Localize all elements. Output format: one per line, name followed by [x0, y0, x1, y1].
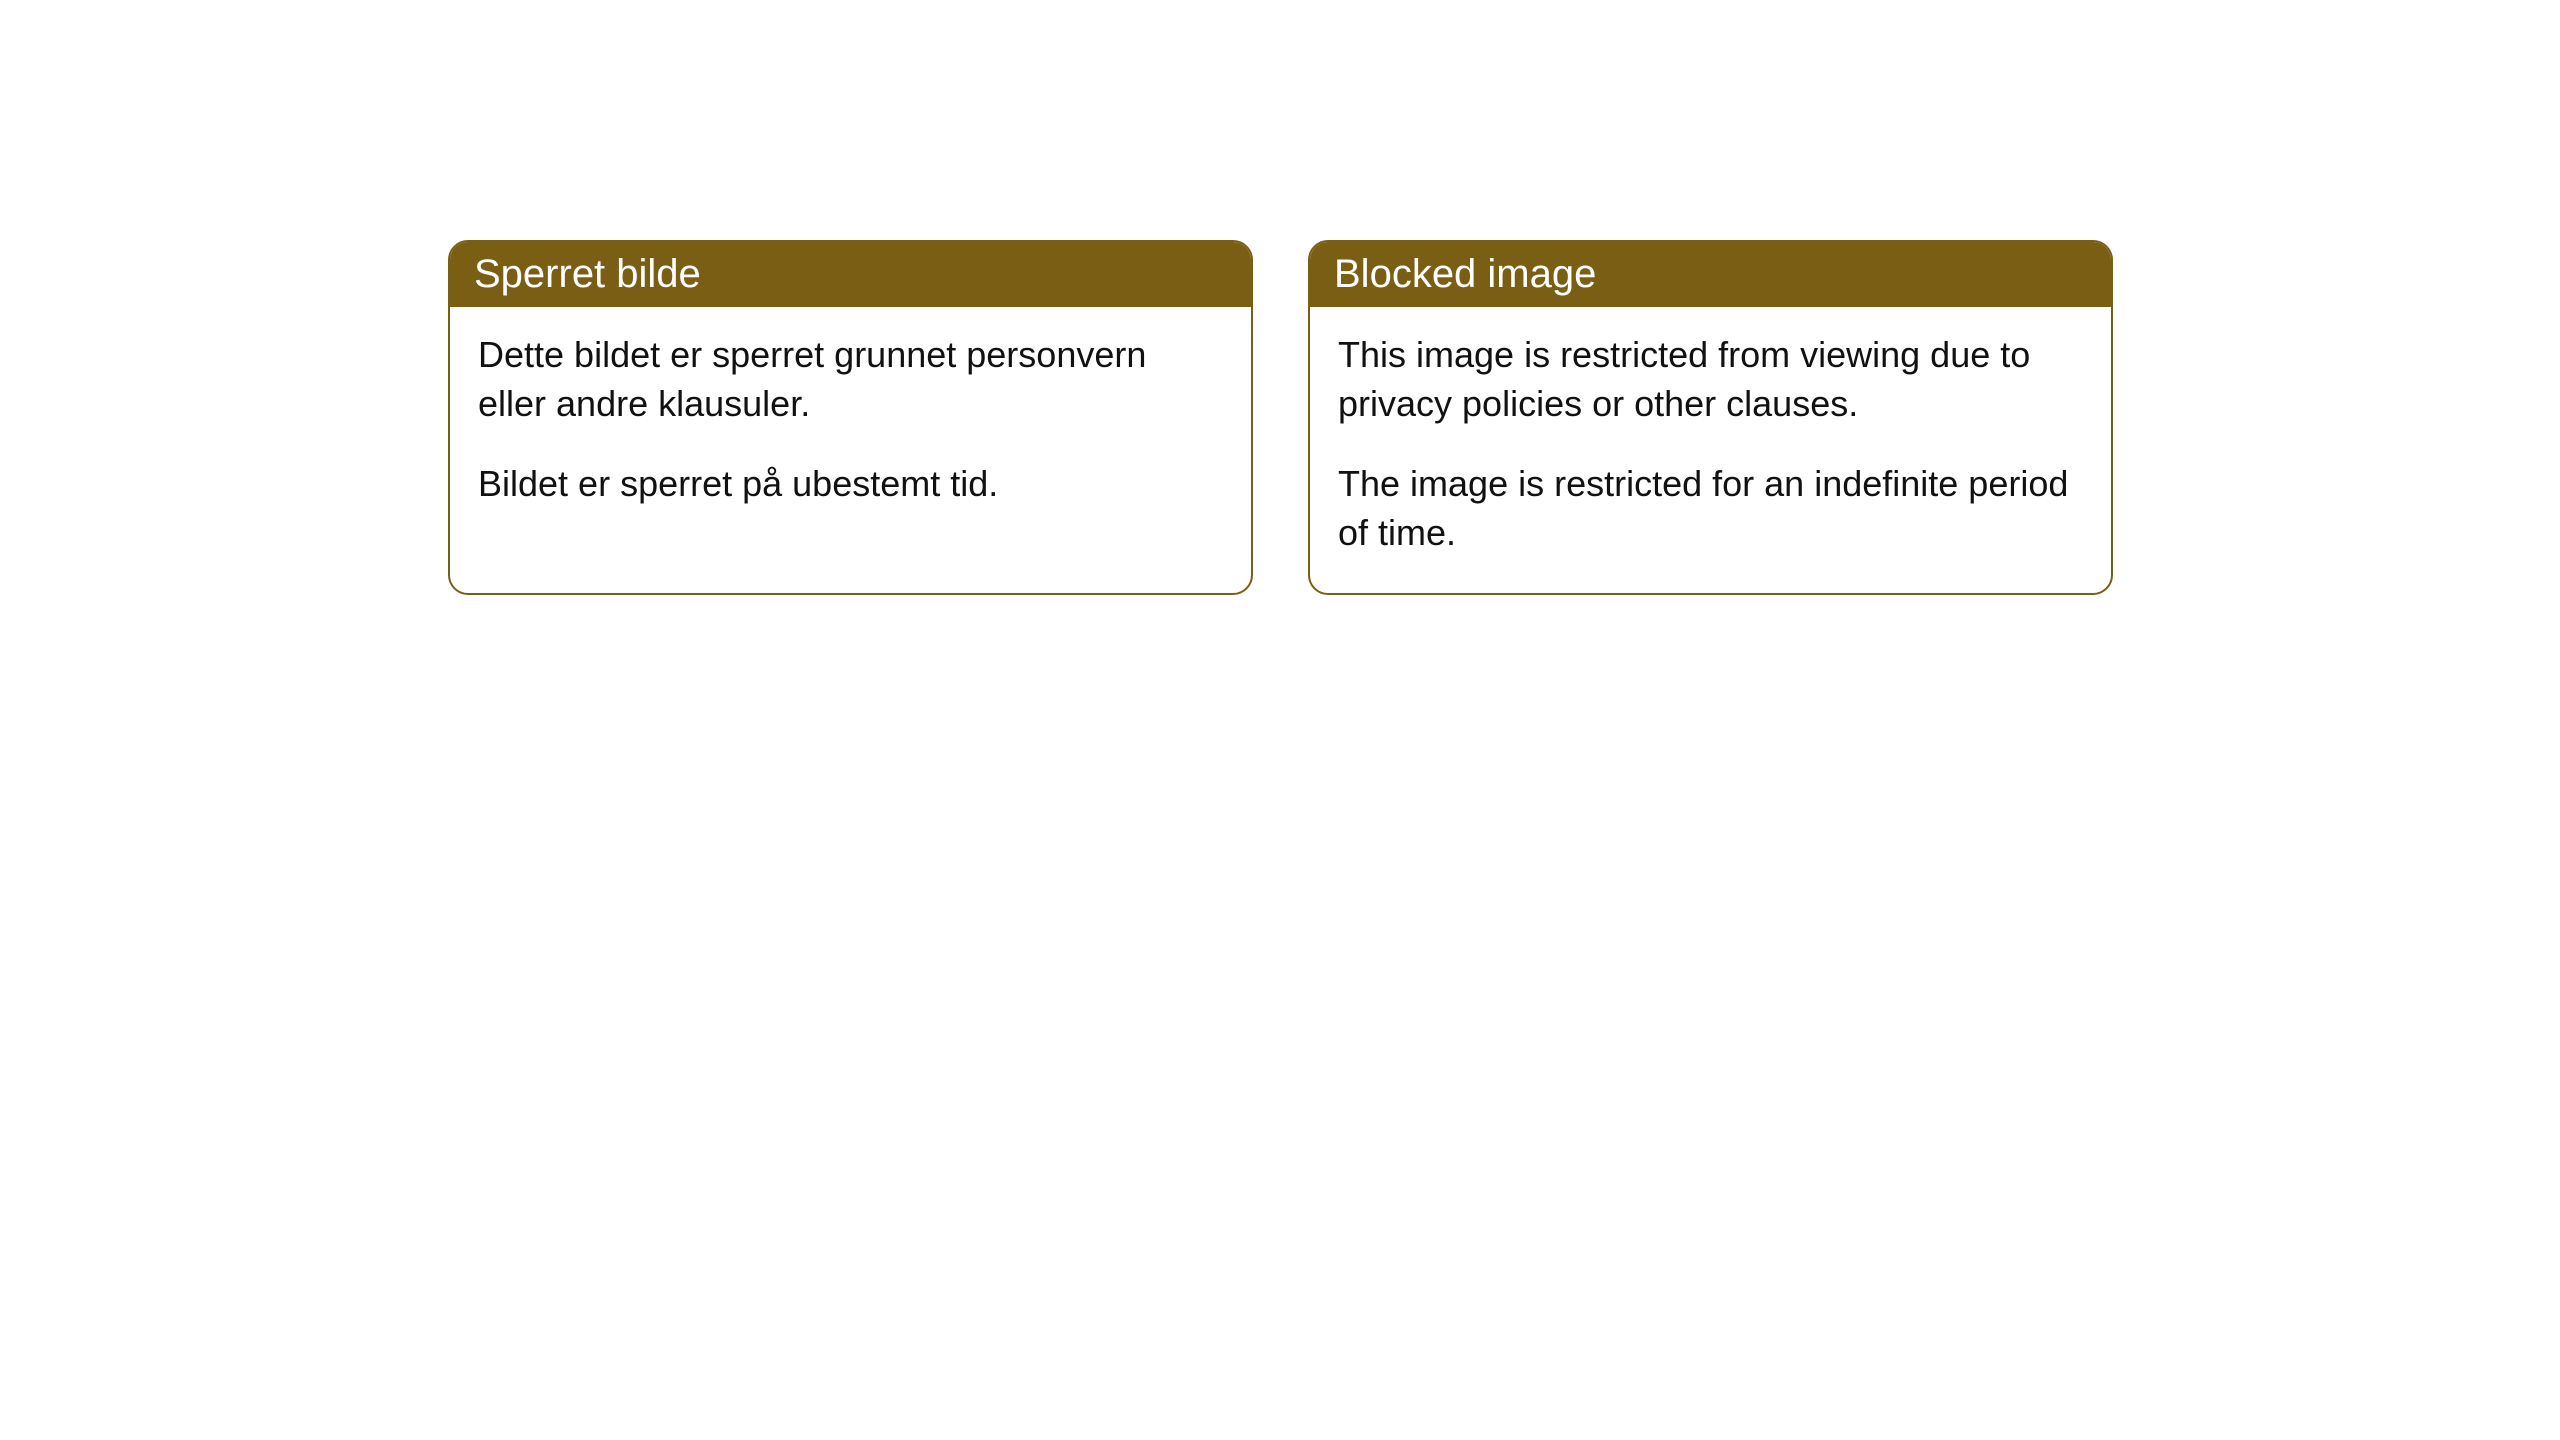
card-body-english: This image is restricted from viewing du… — [1310, 307, 2111, 593]
cards-container: Sperret bilde Dette bildet er sperret gr… — [0, 0, 2560, 595]
blocked-image-card-english: Blocked image This image is restricted f… — [1308, 240, 2113, 595]
card-paragraph-1: This image is restricted from viewing du… — [1338, 331, 2083, 428]
card-paragraph-2: Bildet er sperret på ubestemt tid. — [478, 460, 1223, 509]
card-header-english: Blocked image — [1310, 242, 2111, 307]
card-header-norwegian: Sperret bilde — [450, 242, 1251, 307]
card-paragraph-1: Dette bildet er sperret grunnet personve… — [478, 331, 1223, 428]
card-paragraph-2: The image is restricted for an indefinit… — [1338, 460, 2083, 557]
blocked-image-card-norwegian: Sperret bilde Dette bildet er sperret gr… — [448, 240, 1253, 595]
card-body-norwegian: Dette bildet er sperret grunnet personve… — [450, 307, 1251, 545]
